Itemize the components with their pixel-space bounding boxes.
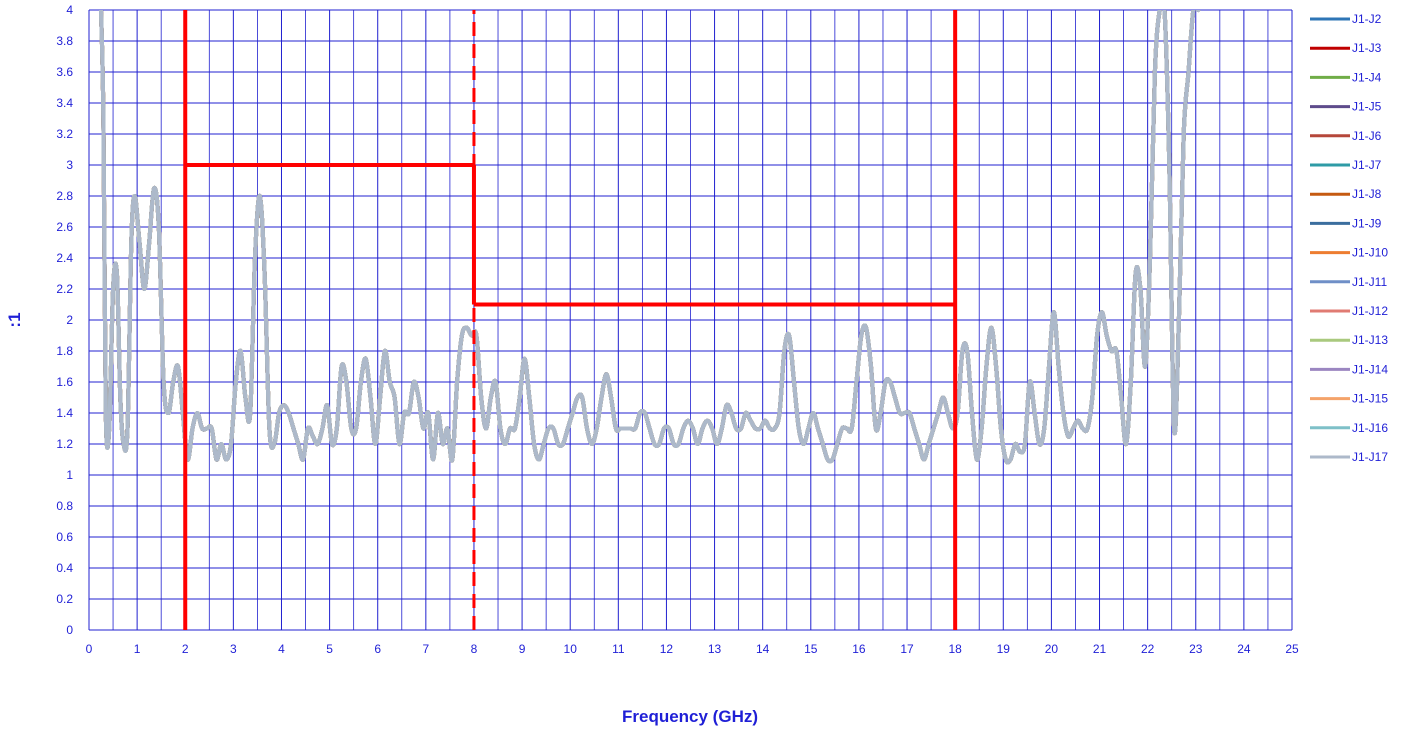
x-tick-label: 10 — [564, 642, 578, 656]
legend-label: J1-J2 — [1352, 12, 1382, 26]
limit-lines — [183, 10, 958, 630]
legend-item-j1-j2: J1-J2 — [1310, 12, 1382, 26]
x-tick-label: 16 — [852, 642, 866, 656]
y-tick-label: 0.8 — [56, 499, 73, 513]
y-tick-label: 3.8 — [56, 34, 73, 48]
x-tick-label: 17 — [900, 642, 914, 656]
legend-label: J1-J10 — [1352, 246, 1388, 260]
x-tick-label: 24 — [1237, 642, 1251, 656]
legend-item-j1-j5: J1-J5 — [1310, 100, 1382, 114]
y-tick-label: 1 — [66, 468, 73, 482]
legend-item-j1-j9: J1-J9 — [1310, 216, 1382, 230]
legend-label: J1-J13 — [1352, 333, 1388, 347]
x-axis-title: Frequency (GHz) — [622, 707, 758, 726]
legend-label: J1-J14 — [1352, 362, 1388, 376]
series-lines — [99, 10, 1201, 465]
legend-label: J1-J11 — [1352, 275, 1387, 289]
legend-label: J1-J4 — [1352, 70, 1382, 84]
y-tick-label: 1.2 — [56, 437, 73, 451]
x-tick-label: 14 — [756, 642, 770, 656]
legend-item-j1-j3: J1-J3 — [1310, 41, 1382, 55]
legend-label: J1-J9 — [1352, 216, 1382, 230]
y-tick-label: 1.6 — [56, 375, 73, 389]
x-tick-label: 15 — [804, 642, 818, 656]
x-axis-ticks: 0 1 2 3 4 5 6 7 8 9 10 11 12 13 14 15 16 17 18 19 20 21 22 23 24… — [86, 642, 1299, 656]
legend-label: J1-J16 — [1352, 421, 1388, 435]
x-tick-label: 12 — [660, 642, 674, 656]
x-tick-label: 7 — [422, 642, 429, 656]
x-tick-label: 13 — [708, 642, 722, 656]
legend-label: J1-J8 — [1352, 187, 1382, 201]
legend-item-j1-j10: J1-J10 — [1310, 246, 1388, 260]
legend: J1-J2 J1-J3 J1-J4 J1-J5 J1-J6 J1-J7 J1-J8 J1-J9… — [1310, 12, 1388, 464]
legend-label: J1-J3 — [1352, 41, 1382, 55]
legend-label: J1-J7 — [1352, 158, 1382, 172]
y-axis-ticks: 0 0.2 0.4 0.6 0.8 1 1.2 1.4 1.6 1.8 2 2.2 2.4 2.6 2.8 3… — [56, 3, 73, 637]
x-tick-label: 0 — [86, 642, 93, 656]
y-tick-label: 2.8 — [56, 189, 73, 203]
legend-item-j1-j16: J1-J16 — [1310, 421, 1388, 435]
y-tick-label: 2.6 — [56, 220, 73, 234]
legend-label: J1-J6 — [1352, 129, 1382, 143]
x-tick-label: 8 — [471, 642, 478, 656]
grid — [88, 9, 1293, 631]
x-tick-label: 9 — [519, 642, 526, 656]
legend-item-j1-j14: J1-J14 — [1310, 362, 1388, 376]
y-tick-label: 2 — [66, 313, 73, 327]
x-tick-label: 25 — [1285, 642, 1299, 656]
legend-label: J1-J12 — [1352, 304, 1388, 318]
x-tick-label: 19 — [997, 642, 1011, 656]
x-tick-label: 11 — [612, 642, 625, 656]
x-tick-label: 2 — [182, 642, 189, 656]
y-tick-label: 2.4 — [56, 251, 73, 265]
legend-label: J1-J15 — [1352, 392, 1388, 406]
y-tick-label: 0.2 — [56, 592, 73, 606]
x-tick-label: 23 — [1189, 642, 1203, 656]
legend-item-j1-j17: J1-J17 — [1310, 450, 1388, 464]
y-tick-label: 0 — [66, 623, 73, 637]
legend-item-j1-j4: J1-J4 — [1310, 70, 1382, 84]
legend-item-j1-j15: J1-J15 — [1310, 392, 1388, 406]
series-line-j1-j17 — [99, 10, 1201, 465]
y-tick-label: 0.6 — [56, 530, 73, 544]
x-tick-label: 20 — [1045, 642, 1059, 656]
x-tick-label: 5 — [326, 642, 333, 656]
legend-item-j1-j12: J1-J12 — [1310, 304, 1388, 318]
y-tick-label: 3.2 — [56, 127, 73, 141]
y-tick-label: 0.4 — [56, 561, 73, 575]
x-tick-label: 1 — [134, 642, 141, 656]
x-tick-label: 6 — [374, 642, 381, 656]
y-axis-title: :1 — [5, 312, 24, 327]
legend-item-j1-j7: J1-J7 — [1310, 158, 1382, 172]
y-tick-label: 3.6 — [56, 65, 73, 79]
y-tick-label: 3 — [66, 158, 73, 172]
y-tick-label: 1.4 — [56, 406, 73, 420]
y-tick-label: 2.2 — [56, 282, 73, 296]
x-tick-label: 21 — [1093, 642, 1107, 656]
x-tick-label: 3 — [230, 642, 237, 656]
x-tick-label: 4 — [278, 642, 285, 656]
x-tick-label: 18 — [948, 642, 962, 656]
y-tick-label: 1.8 — [56, 344, 73, 358]
x-tick-label: 22 — [1141, 642, 1155, 656]
legend-label: J1-J5 — [1352, 100, 1382, 114]
legend-item-j1-j11: J1-J11 — [1310, 275, 1387, 289]
y-tick-label: 3.4 — [56, 96, 73, 110]
legend-item-j1-j13: J1-J13 — [1310, 333, 1388, 347]
y-tick-label: 4 — [66, 3, 73, 17]
legend-item-j1-j8: J1-J8 — [1310, 187, 1382, 201]
legend-label: J1-J17 — [1352, 450, 1388, 464]
legend-item-j1-j6: J1-J6 — [1310, 129, 1382, 143]
